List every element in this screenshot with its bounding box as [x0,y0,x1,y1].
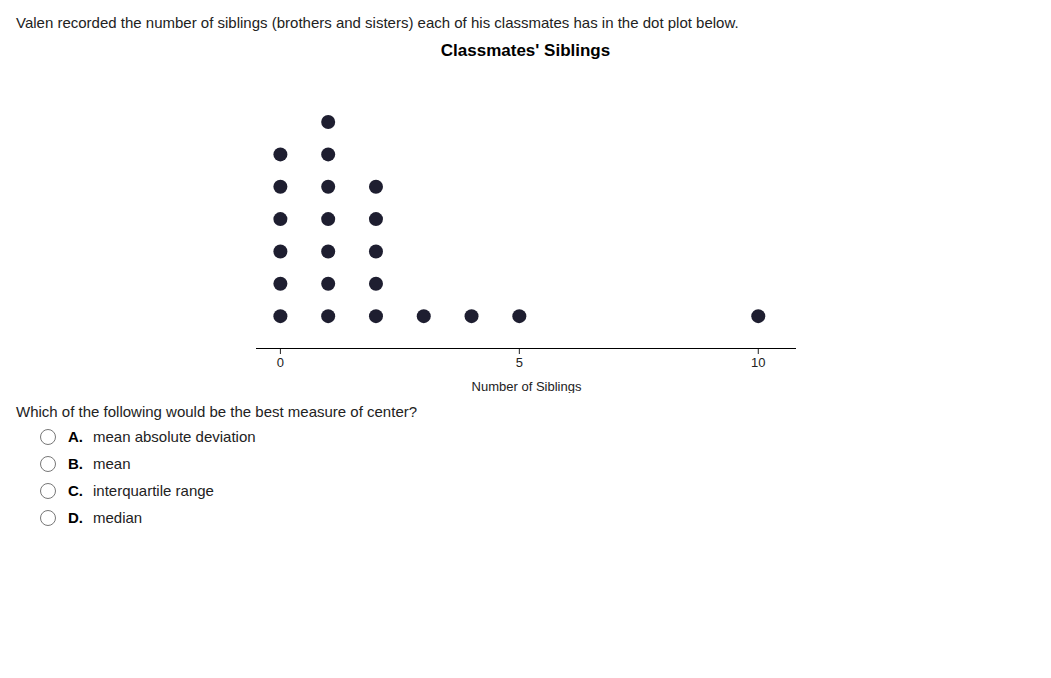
html-text:A.: A. [68,428,83,445]
html-text:D.: D. [68,509,83,526]
html-text:mean absolute deviation: mean absolute deviation [93,428,256,445]
svg-text:10: 10 [751,355,765,370]
svg-text:0: 0 [276,355,283,370]
svg-text:5: 5 [515,355,522,370]
html-text:Valen recorded the number of s: Valen recorded the number of siblings (b… [16,14,739,31]
html-text:Which of the following would b: Which of the following would be the best… [16,403,418,420]
html-text:B.: B. [68,455,83,472]
html-text:median: median [93,509,143,526]
html-text:C.: C. [68,482,83,499]
html-text:interquartile range: interquartile range [93,482,214,499]
html-text:Classmates' Siblings: Classmates' Siblings [440,41,611,60]
html-text:mean: mean [93,455,131,472]
svg-text:Number of Siblings: Number of Siblings [471,379,581,394]
